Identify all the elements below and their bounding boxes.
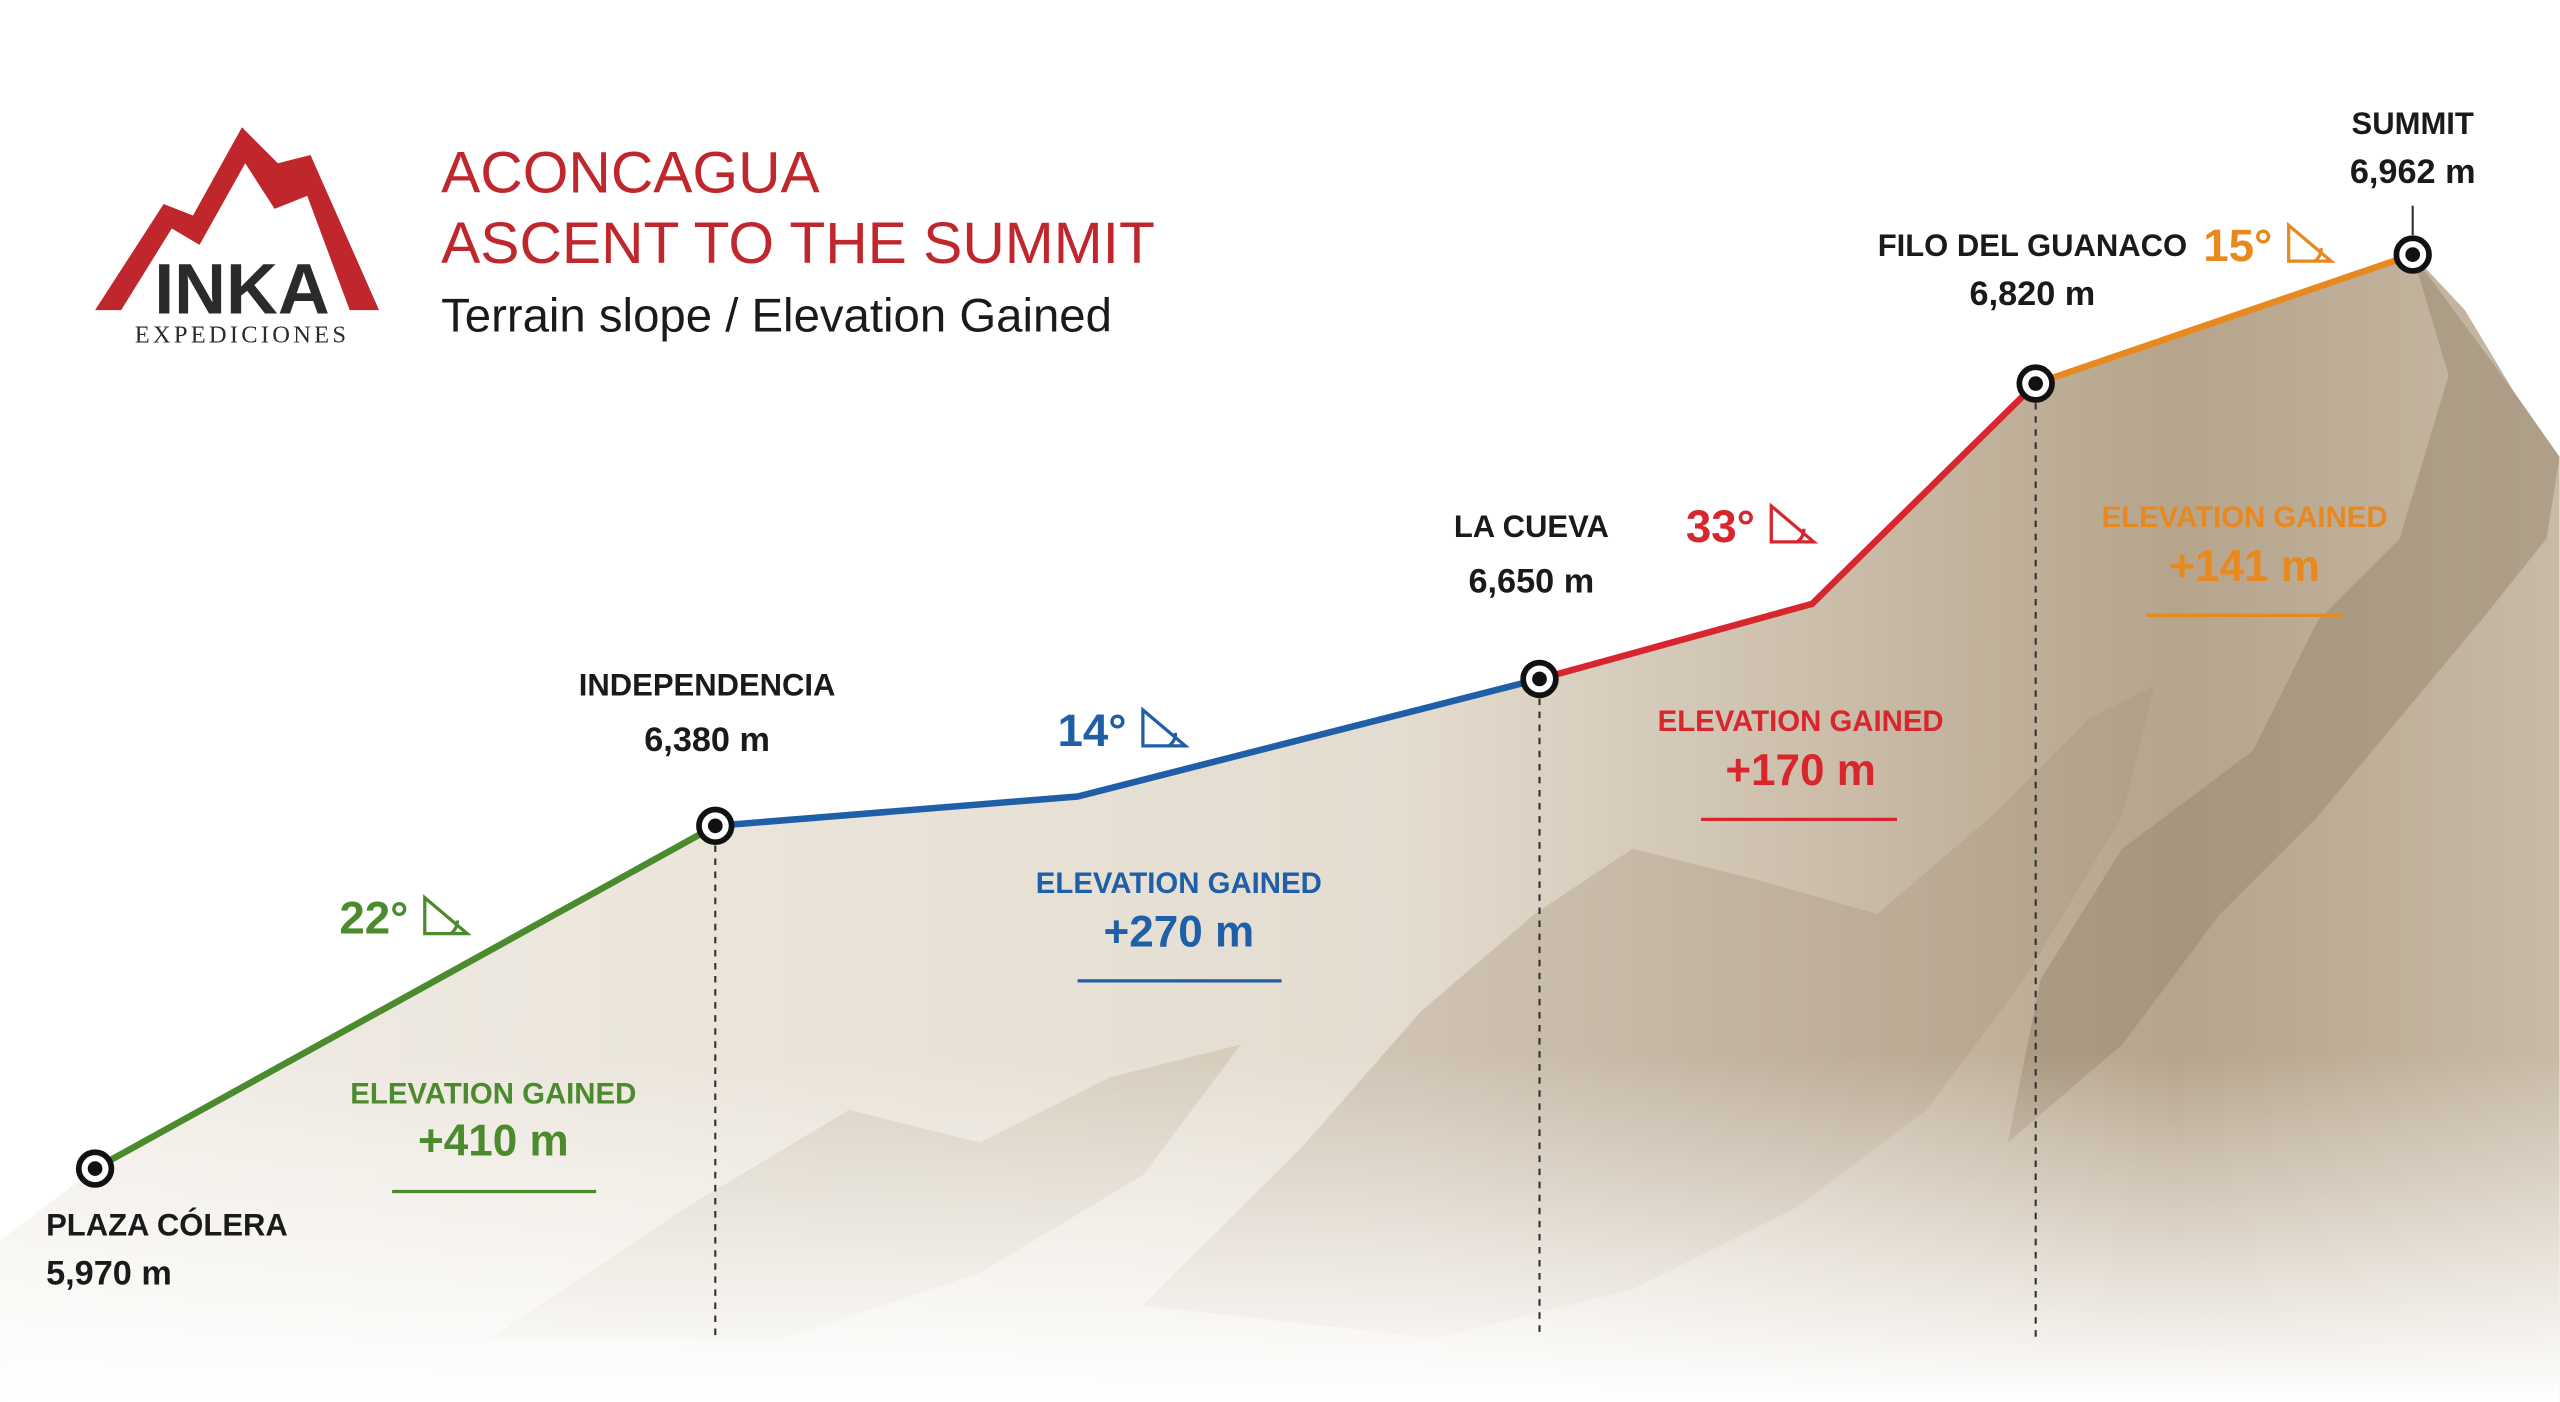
waypoint-dot bbox=[2028, 376, 2044, 391]
slope-icon bbox=[423, 894, 472, 936]
logo-name: INKA bbox=[154, 249, 330, 329]
waypoint-name: SUMMIT bbox=[2352, 106, 2474, 141]
route: 22° ELEVATION GAINED +410 m 14° ELEVATION GA… bbox=[46, 106, 2476, 1339]
slope-icon bbox=[1769, 502, 1819, 544]
gain-heading: ELEVATION GAINED bbox=[1036, 867, 1322, 900]
waypoint-elevation: 6,650 m bbox=[1468, 562, 1594, 600]
logo-tagline: EXPEDICIONES bbox=[135, 322, 350, 349]
waypoint-elevation: 6,820 m bbox=[1970, 275, 2096, 313]
gain-value: +141 m bbox=[2169, 542, 2320, 591]
waypoint-elevation: 6,962 m bbox=[2350, 153, 2476, 191]
header: ACONCAGUA ASCENT TO THE SUMMIT Terrain s… bbox=[441, 141, 1155, 343]
subtitle: Terrain slope / Elevation Gained bbox=[441, 289, 1112, 342]
waypoint-dot bbox=[87, 1161, 103, 1176]
route-segment bbox=[93, 823, 717, 1172]
gain-value: +170 m bbox=[1725, 746, 1876, 795]
waypoint-name: FILO DEL GUANACO bbox=[1878, 228, 2187, 263]
waypoint-dot bbox=[707, 818, 723, 834]
gain-heading: ELEVATION GAINED bbox=[350, 1077, 636, 1110]
title-line: ASCENT TO THE SUMMIT bbox=[441, 211, 1155, 276]
route-segment bbox=[2034, 251, 2414, 387]
waypoint-dot bbox=[2405, 247, 2421, 262]
gain-value: +270 m bbox=[1103, 908, 1254, 957]
slope-icon bbox=[1141, 706, 1190, 748]
slope-label: 33° bbox=[1686, 501, 1755, 552]
gain-heading: ELEVATION GAINED bbox=[1658, 705, 1944, 738]
gain-value: +410 m bbox=[418, 1117, 569, 1166]
route-segment bbox=[715, 675, 1541, 830]
waypoint-name: PLAZA CÓLERA bbox=[46, 1207, 288, 1243]
waypoint-elevation: 6,380 m bbox=[644, 721, 770, 759]
slope-label: 14° bbox=[1057, 705, 1126, 756]
waypoint-dot bbox=[1532, 671, 1547, 687]
logo: INKA EXPEDICIONES bbox=[95, 127, 380, 349]
waypoint-name: LA CUEVA bbox=[1454, 509, 1609, 544]
gain-heading: ELEVATION GAINED bbox=[2102, 501, 2388, 534]
waypoint-name: INDEPENDENCIA bbox=[579, 667, 836, 702]
slope-label: 22° bbox=[339, 893, 408, 944]
title-line: ACONCAGUA bbox=[441, 141, 820, 206]
waypoint-elevation: 5,970 m bbox=[46, 1254, 172, 1292]
slope-icon bbox=[2287, 221, 2336, 263]
slope-label: 15° bbox=[2203, 220, 2272, 271]
route-segment bbox=[1538, 381, 2038, 683]
